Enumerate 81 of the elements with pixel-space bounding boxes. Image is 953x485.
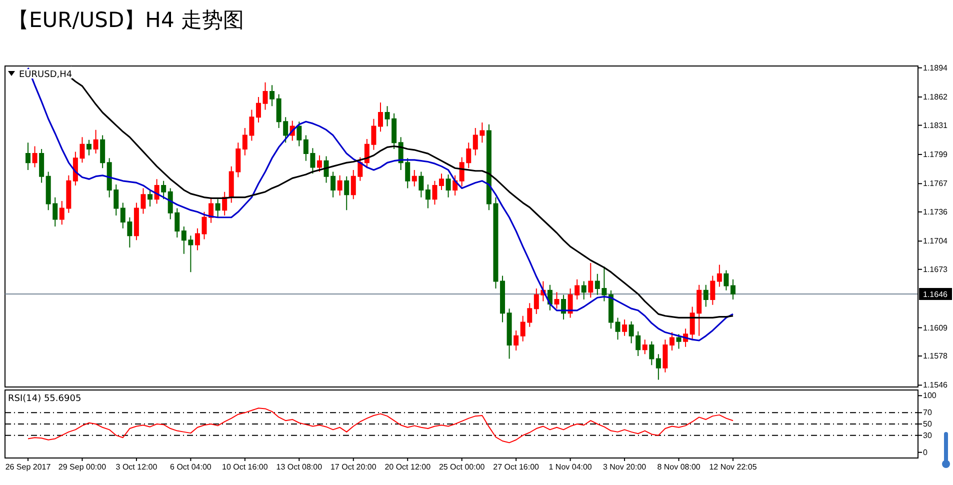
candlestick [581,280,586,300]
candlestick [554,292,560,310]
candlestick [615,317,620,340]
candlestick [39,148,44,184]
x-tick-label: 3 Oct 12:00 [116,462,158,472]
x-tick-label: 8 Nov 08:00 [657,462,701,472]
candlestick [161,180,166,200]
y-tick-label: 100 [923,391,937,400]
candlestick [222,191,228,216]
y-tick-label: 30 [923,430,932,440]
candlestick [439,173,444,191]
y-tick-label: 1.1862 [923,92,948,102]
y-tick-label: 1.1894 [923,63,948,72]
y-tick-label: 1.1831 [923,120,948,130]
x-tick-label: 26 Sep 2017 [5,462,52,472]
candlestick [608,290,614,330]
x-tick-label: 29 Sep 00:00 [58,462,107,472]
candlestick [710,275,716,306]
x-tick-label: 3 Nov 20:00 [602,462,647,472]
x-tick-label: 6 Oct 04:00 [170,462,212,472]
x-tick-label: 27 Oct 16:00 [493,462,540,472]
x-tick-label: 1 Nov 04:00 [548,462,592,472]
candlestick [270,84,275,107]
candlestick [215,198,220,218]
candlestick [446,174,451,198]
candlestick [344,176,350,211]
y-tick-label: 1.1609 [923,323,948,332]
y-tick-label: 1.1799 [923,150,948,160]
candlestick [378,102,383,132]
x-tick-label: 17 Oct 20:00 [330,462,377,472]
y-tick-label: 70 [923,408,932,418]
y-tick-label: 1.1673 [923,264,948,274]
candlestick [676,334,682,350]
y-tick-label: 1.1578 [923,352,948,361]
line-series [28,408,734,444]
candlestick [716,264,722,288]
x-tick-label: 10 Oct 16:00 [222,462,268,472]
x-tick-label: 13 Oct 08:00 [276,462,323,472]
candlestick [432,180,438,206]
candlestick [194,228,200,251]
candlestick [703,284,708,308]
candlestick [452,174,458,196]
candlestick [656,354,661,380]
y-tick-label: 1.1546 [923,380,948,390]
candlestick [514,330,519,352]
y-tick-label: 50 [923,420,932,429]
x-tick-label: 12 Nov 22:05 [709,462,758,472]
candlestick [100,134,106,169]
candlestick [561,294,566,320]
ref-line-label: 1.1646 [923,290,948,299]
candlestick [649,340,654,366]
candlestick [669,332,674,352]
candlestick [642,339,648,355]
candlestick [148,190,153,207]
candlestick [588,262,594,298]
candlestick [662,339,668,373]
x-tick-label: 20 Oct 12:00 [384,462,432,472]
candlestick [256,96,261,124]
candlestick [730,278,736,300]
annotation: RSI(14) 55.6905 [8,394,82,404]
x-tick-label: 25 Oct 00:00 [438,462,486,472]
candlestick [425,184,430,209]
candlestick [86,139,92,156]
candlestick [93,129,98,154]
candlestick [622,319,628,336]
y-tick-label: 1.1767 [923,179,948,188]
candlestick [316,154,322,172]
candlestick [32,146,38,168]
y-tick-label: 1.1736 [923,207,948,216]
candlestick [500,275,506,323]
candlestick [296,121,302,147]
y-tick-label: 0 [923,448,928,457]
candlestick [506,308,512,360]
candlestick [724,270,729,291]
candlestick [26,142,30,170]
chart-title: 【EUR/USD】H4 走势图 [8,7,244,34]
candlestick [337,174,342,196]
candlestick [418,171,424,198]
candlestick [262,82,268,110]
candlestick [412,169,417,187]
y-tick-label: 1.1704 [923,236,948,246]
